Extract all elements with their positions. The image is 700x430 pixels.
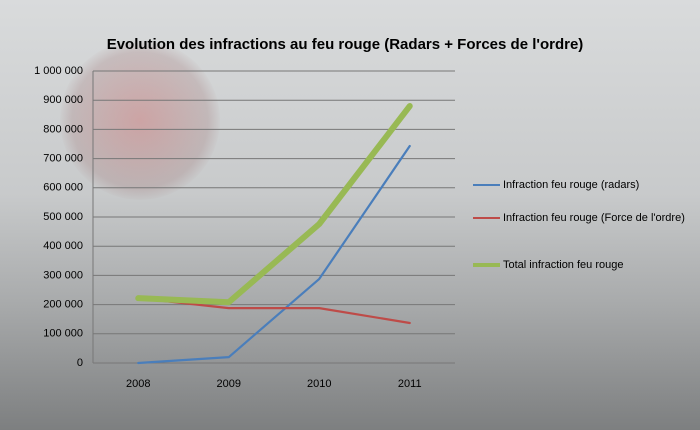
y-tick-label: 500 000	[43, 211, 83, 223]
chart-title: Evolution des infractions au feu rouge (…	[107, 36, 584, 53]
x-tick-label: 2008	[126, 378, 150, 390]
x-tick-label: 2009	[217, 378, 241, 390]
series-line	[137, 144, 411, 365]
series-line	[135, 103, 413, 306]
y-tick-label: 100 000	[43, 328, 83, 340]
legend-label: Infraction feu rouge (Force de l'ordre)	[503, 212, 685, 224]
y-tick-label: 400 000	[43, 240, 83, 252]
legend-label: Infraction feu rouge (radars)	[503, 179, 640, 191]
y-tick-label: 700 000	[43, 153, 83, 165]
y-tick-label: 900 000	[43, 94, 83, 106]
y-tick-label: 0	[77, 357, 83, 369]
x-tick-label: 2011	[398, 378, 422, 390]
y-tick-label: 200 000	[43, 299, 83, 311]
y-tick-label: 600 000	[43, 182, 83, 194]
y-tick-label: 1 000 000	[34, 65, 83, 77]
y-tick-label: 300 000	[43, 269, 83, 281]
x-tick-label: 2010	[307, 378, 331, 390]
legend-label: Total infraction feu rouge	[503, 259, 624, 271]
y-tick-label: 800 000	[43, 123, 83, 135]
